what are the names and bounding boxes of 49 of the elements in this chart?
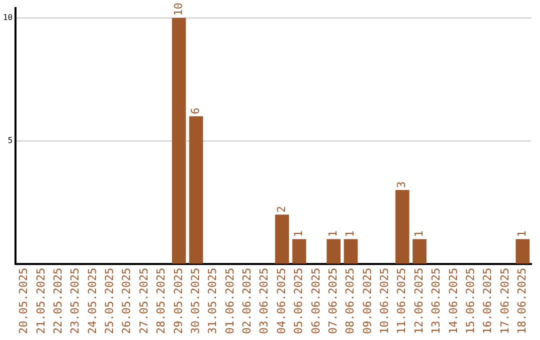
x-tick-label: 20.05.2025 — [17, 268, 30, 334]
x-tick-label: 17.06.2025 — [498, 268, 512, 334]
x-tick-label: 08.06.2025 — [344, 268, 357, 334]
bar — [172, 18, 186, 264]
x-tick-label: 09.06.2025 — [360, 268, 374, 334]
x-tick-label: 29.05.2025 — [172, 268, 185, 334]
bar — [292, 239, 306, 264]
x-tick-label: 21.05.2025 — [34, 268, 48, 334]
bar — [189, 116, 204, 264]
data-label: 2 — [274, 206, 288, 213]
x-tick-label: 02.06.2025 — [240, 268, 254, 334]
x-tick-label: 24.05.2025 — [86, 268, 99, 334]
bar — [412, 239, 426, 264]
data-label: 1 — [326, 230, 340, 238]
x-tick-label: 23.05.2025 — [68, 268, 82, 334]
bar — [344, 239, 358, 264]
x-tick-label: 11.06.2025 — [395, 268, 408, 334]
bar — [395, 190, 410, 264]
x-tick-label: 13.06.2025 — [430, 268, 443, 334]
x-tick-label: 18.06.2025 — [516, 268, 529, 334]
x-tick-label: 31.05.2025 — [206, 268, 220, 334]
data-label: 1 — [516, 230, 529, 238]
x-tick-label: 05.06.2025 — [292, 268, 306, 334]
x-tick-label: 28.05.2025 — [154, 268, 168, 334]
x-tick-label: 30.05.2025 — [188, 268, 202, 334]
x-tick-label: 26.05.2025 — [120, 268, 134, 334]
bar — [275, 214, 289, 264]
x-tick-label: 07.06.2025 — [326, 268, 340, 334]
bar — [326, 239, 341, 264]
x-tick-label: 14.06.2025 — [446, 268, 460, 334]
x-tick-label: 03.06.2025 — [258, 268, 271, 334]
x-tick-label: 06.06.2025 — [309, 268, 322, 334]
x-tick-label: 10.06.2025 — [378, 268, 392, 334]
x-tick-label: 12.06.2025 — [412, 268, 426, 334]
data-label: 10 — [172, 2, 185, 16]
x-tick-label: 04.06.2025 — [274, 268, 288, 334]
x-tick-label: 15.06.2025 — [464, 268, 477, 334]
x-tick-label: 25.05.2025 — [103, 268, 116, 334]
x-tick-label: 16.06.2025 — [481, 268, 494, 334]
data-label: 1 — [344, 230, 357, 238]
bar — [516, 239, 530, 264]
x-tick-label: 01.06.2025 — [223, 268, 236, 334]
data-label: 1 — [412, 230, 426, 238]
x-tick-label: 27.05.2025 — [137, 268, 150, 334]
data-label: 3 — [395, 181, 408, 188]
data-label: 1 — [292, 230, 306, 238]
data-label: 6 — [188, 108, 202, 114]
y-tick-label: 5 — [8, 136, 13, 145]
x-tick-label: 22.05.2025 — [51, 268, 64, 334]
